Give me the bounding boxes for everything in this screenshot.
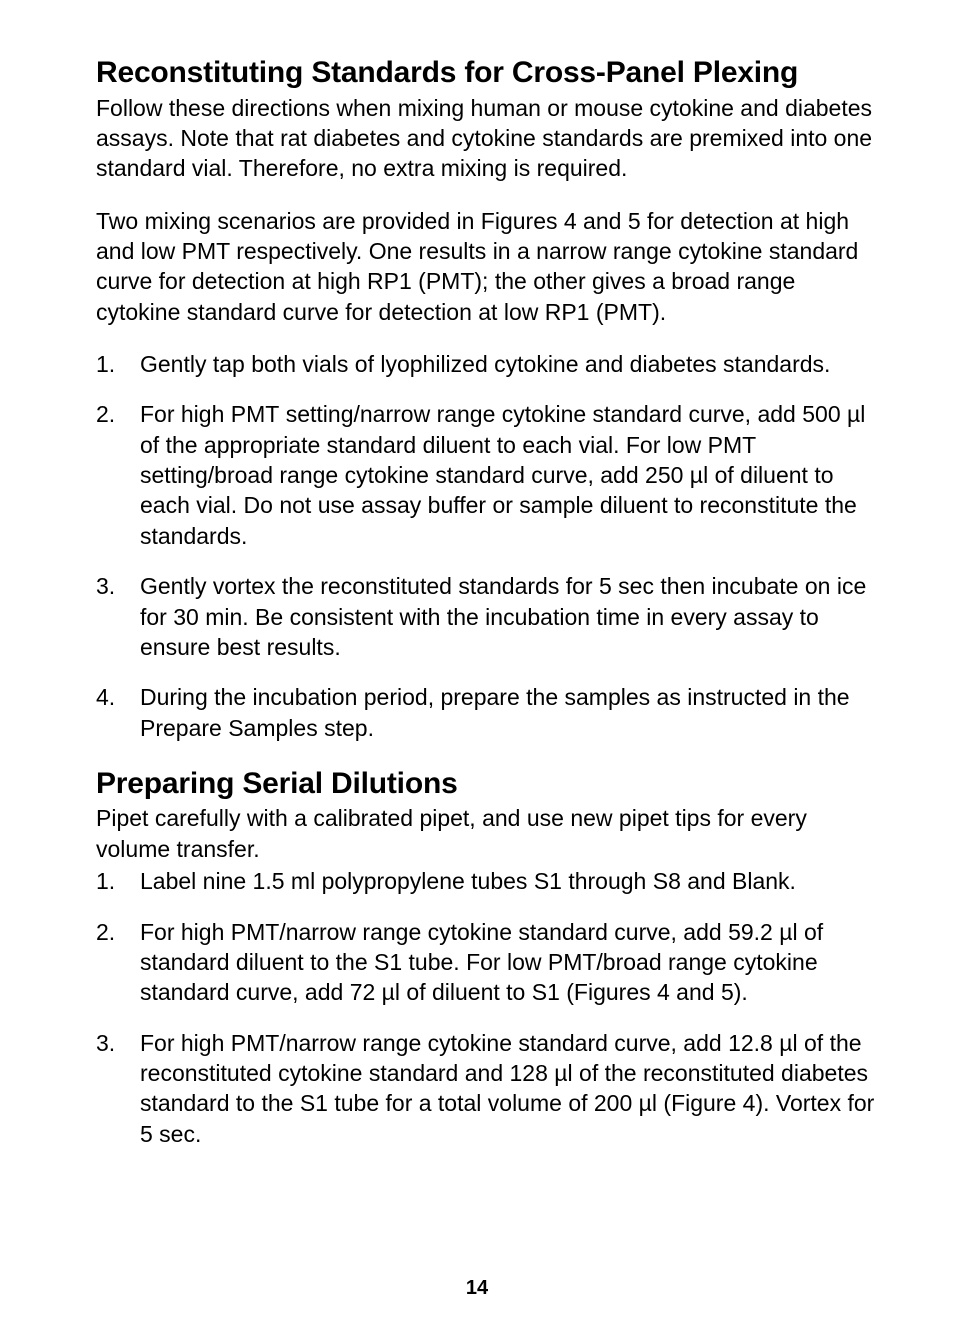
list-item-number: 1. bbox=[96, 349, 140, 379]
text-run: setting/narrow range cytokine standard c… bbox=[279, 401, 802, 427]
text-run: for bbox=[841, 1090, 874, 1116]
section1-list: 1.Gently tap both vials of lyophilized c… bbox=[96, 349, 880, 743]
page: Reconstituting Standards for Cross-Panel… bbox=[0, 0, 954, 1336]
list-item-number: 2. bbox=[96, 917, 140, 1008]
text-run: /narrow range cytokine standard curve, a… bbox=[279, 1030, 728, 1056]
text-run: 5 sec bbox=[140, 1121, 195, 1147]
text-run: 59.2 µl bbox=[728, 919, 798, 945]
section2-para1: Pipet carefully with a calibrated pipet,… bbox=[96, 803, 880, 864]
list-item: 3.For high PMT/narrow range cytokine sta… bbox=[96, 1028, 880, 1149]
section1-title: Reconstituting Standards for Cross-Panel… bbox=[96, 56, 880, 91]
text-run: For low PMT bbox=[466, 949, 596, 975]
text-run: . bbox=[195, 1121, 201, 1147]
list-item: 1.Label nine 1.5 ml polypropylene tubes … bbox=[96, 866, 880, 896]
list-item: 4.During the incubation period, prepare … bbox=[96, 682, 880, 743]
page-number: 14 bbox=[0, 1277, 954, 1300]
list-item-text: For high PMT/narrow range cytokine stand… bbox=[140, 1028, 880, 1149]
text-run: then incubate bbox=[654, 573, 805, 599]
text-run: the reconstituted standards for bbox=[276, 573, 599, 599]
list-item-number: 4. bbox=[96, 682, 140, 743]
text-run: For high PMT bbox=[140, 1030, 279, 1056]
list-item: 1.Gently tap both vials of lyophilized c… bbox=[96, 349, 880, 379]
list-item-number: 3. bbox=[96, 571, 140, 662]
text-run: During the incubation period, prepare th… bbox=[140, 684, 850, 740]
list-item-text: During the incubation period, prepare th… bbox=[140, 682, 880, 743]
list-item-text: Gently tap both vials of lyophilized cyt… bbox=[140, 349, 880, 379]
text-run: 250 µl bbox=[645, 462, 708, 488]
list-item: 2.For high PMT/narrow range cytokine sta… bbox=[96, 917, 880, 1008]
list-item: 3.Gently vortex the reconstituted standa… bbox=[96, 571, 880, 662]
list-item-number: 1. bbox=[96, 866, 140, 896]
list-item-number: 2. bbox=[96, 399, 140, 551]
text-run: Vortex bbox=[776, 1090, 841, 1116]
list-item-text: For high PMT setting/narrow range cytoki… bbox=[140, 399, 880, 551]
text-run: 72 µl bbox=[350, 979, 400, 1005]
text-run: For high PMT bbox=[140, 919, 279, 945]
text-run: Gently tap both vials of lyophilized cyt… bbox=[140, 351, 830, 377]
text-run: For high PMT bbox=[140, 401, 279, 427]
list-item-text: Label nine 1.5 ml polypropylene tubes S1… bbox=[140, 866, 880, 896]
list-item-text: For high PMT/narrow range cytokine stand… bbox=[140, 917, 880, 1008]
section1-para1: Follow these directions when mixing huma… bbox=[96, 93, 880, 184]
text-run: For low PMT bbox=[626, 432, 756, 458]
text-run: of diluent to S1 (Figures 4 and 5). bbox=[400, 979, 748, 1005]
section2-list: 1.Label nine 1.5 ml polypropylene tubes … bbox=[96, 866, 880, 1149]
text-run: setting/broad range cytokine standard cu… bbox=[140, 462, 645, 488]
text-run: Gently vortex bbox=[140, 573, 276, 599]
list-item-number: 3. bbox=[96, 1028, 140, 1149]
text-run: 128 µl bbox=[510, 1060, 573, 1086]
section2-title: Preparing Serial Dilutions bbox=[96, 767, 880, 802]
text-run: /narrow range cytokine standard curve, a… bbox=[279, 919, 728, 945]
text-run: of the appropriate standard diluent to e… bbox=[140, 432, 626, 458]
text-run: 12.8 µl bbox=[728, 1030, 798, 1056]
text-run: 500 µl bbox=[802, 401, 865, 427]
text-run: Label nine 1.5 ml polypropylene tubes S1… bbox=[140, 868, 796, 894]
text-run: 5 sec bbox=[599, 573, 654, 599]
text-run: . Be consistent with the incubation time… bbox=[140, 604, 819, 660]
section1-para2: Two mixing scenarios are provided in Fig… bbox=[96, 206, 880, 327]
list-item-text: Gently vortex the reconstituted standard… bbox=[140, 571, 880, 662]
list-item: 2.For high PMT setting/narrow range cyto… bbox=[96, 399, 880, 551]
